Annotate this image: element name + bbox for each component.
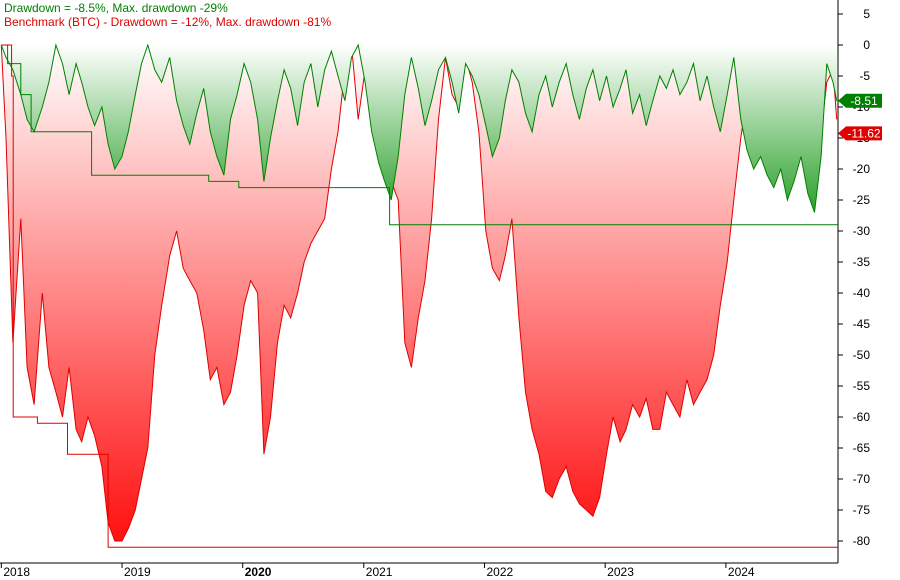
y-tick-label: -75: [853, 503, 871, 517]
series-layer: [0, 43, 838, 548]
plot-frame: [0, 0, 839, 564]
x-tick-label: 2023: [607, 565, 634, 579]
badge-shape: [838, 126, 882, 141]
strategy-last-value-badge: -8.51: [838, 93, 882, 108]
strategy-max-drawdown-line: [1, 44, 838, 226]
badge-shape: [838, 93, 882, 108]
x-tick-label: 2019: [124, 565, 151, 579]
x-axis-ticks: 2018 2019 2020 2021 2022 2023 2024: [0, 563, 755, 579]
y-tick-label: -35: [853, 255, 871, 269]
legend-strategy: Drawdown = -8.5%, Max. drawdown -29%: [4, 1, 228, 15]
y-tick-label: -45: [853, 317, 871, 331]
y-tick-label: 0: [863, 38, 870, 52]
benchmark-drawdown-line: [0, 44, 838, 542]
y-tick-label: -25: [853, 193, 871, 207]
strategy-drawdown-area: [1, 45, 837, 213]
x-tick-label: 2021: [366, 565, 393, 579]
legend-benchmark: Benchmark (BTC) - Drawdown = -12%, Max. …: [4, 15, 332, 29]
benchmark-drawdown-area: [1, 45, 837, 541]
x-tick-label: 2018: [3, 565, 30, 579]
last-value-badges: -8.51 -11.62: [838, 93, 882, 141]
x-tick-label: 2022: [486, 565, 513, 579]
x-tick-label: 2020: [245, 565, 272, 579]
y-tick-label: -40: [853, 286, 871, 300]
strategy-drawdown-line: [0, 43, 838, 213]
y-tick-label: -30: [853, 224, 871, 238]
badge-label: -8.51: [850, 94, 878, 108]
y-tick-label: -50: [853, 348, 871, 362]
x-tick-label: 2024: [728, 565, 755, 579]
y-axis-ticks: 50-5-10-15-20-25-30-35-40-45-50-55-60-65…: [838, 7, 870, 548]
y-tick-label: -20: [853, 162, 871, 176]
y-tick-label: -70: [853, 472, 871, 486]
badge-label: -11.62: [847, 126, 880, 140]
y-tick-label: -65: [853, 441, 871, 455]
y-tick-label: -55: [853, 379, 871, 393]
benchmark-max-drawdown-line: [1, 44, 838, 548]
y-tick-label: -5: [859, 69, 870, 83]
y-tick-label: -80: [853, 534, 871, 548]
y-tick-label: 5: [863, 7, 870, 21]
benchmark-last-value-badge: -11.62: [838, 126, 882, 141]
y-tick-label: -60: [853, 410, 871, 424]
